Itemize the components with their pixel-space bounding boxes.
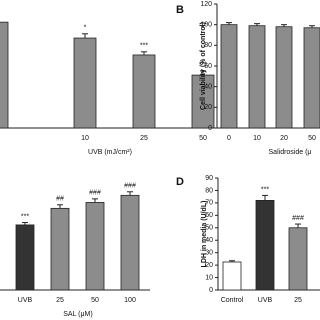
annotation: *** bbox=[21, 213, 29, 220]
y-tick-label: 120 bbox=[200, 1, 212, 8]
y-tick-label: 60 bbox=[205, 212, 213, 219]
x-axis-label: Salidroside (μ bbox=[269, 149, 312, 156]
y-tick-label: 0 bbox=[209, 287, 213, 294]
y-tick-label: 40 bbox=[204, 84, 212, 91]
y-tick-label: 20 bbox=[204, 104, 212, 111]
panel-label: B bbox=[176, 4, 184, 16]
y-axis-label: LDH in media (U/dL) bbox=[201, 201, 208, 268]
annotation: *** bbox=[261, 186, 269, 193]
bar bbox=[303, 27, 320, 129]
bar bbox=[15, 224, 35, 291]
x-tick-label: 25 bbox=[56, 297, 64, 304]
y-tick-label: 100 bbox=[200, 22, 212, 29]
x-axis-label: SAL (μM) bbox=[63, 311, 92, 318]
x-tick-label: 10 bbox=[253, 135, 261, 142]
y-tick-label: 10 bbox=[205, 274, 213, 281]
x-tick-label: 25 bbox=[294, 297, 302, 304]
bar bbox=[132, 54, 156, 129]
annotation: *** bbox=[140, 43, 148, 50]
annotation: * bbox=[84, 25, 87, 32]
y-tick-label: 80 bbox=[204, 42, 212, 49]
x-tick-label: UVB bbox=[18, 297, 33, 304]
annotation: ### bbox=[89, 190, 101, 197]
bar bbox=[222, 261, 242, 291]
annotation: ### bbox=[124, 183, 136, 190]
x-tick-label: Control bbox=[221, 297, 244, 304]
x-tick-label: 100 bbox=[124, 297, 136, 304]
y-tick-label: 30 bbox=[205, 250, 213, 257]
x-tick-label: 25 bbox=[140, 135, 148, 142]
bar bbox=[220, 24, 238, 129]
bar bbox=[73, 37, 97, 129]
annotation: ### bbox=[292, 215, 304, 222]
x-tick-label: 20 bbox=[280, 135, 288, 142]
x-tick-label: 50 bbox=[199, 135, 207, 142]
y-tick-label: 50 bbox=[205, 225, 213, 232]
y-tick-label: 40 bbox=[205, 237, 213, 244]
bar bbox=[275, 26, 293, 129]
bar bbox=[288, 227, 308, 291]
bar bbox=[255, 199, 275, 291]
bar bbox=[248, 25, 266, 129]
x-tick-label: 50 bbox=[91, 297, 99, 304]
bar bbox=[50, 207, 70, 291]
bar bbox=[85, 202, 105, 291]
x-tick-label: UVB bbox=[258, 297, 273, 304]
y-tick-label: 90 bbox=[205, 175, 213, 182]
y-axis-label: Cell viability (% of control) bbox=[200, 22, 207, 110]
y-tick-label: 80 bbox=[205, 187, 213, 194]
annotation: *** bbox=[199, 62, 207, 69]
y-tick-label: 20 bbox=[205, 262, 213, 269]
bar bbox=[120, 194, 140, 291]
y-tick-label: 0 bbox=[208, 125, 212, 132]
x-tick-label: 50 bbox=[308, 135, 316, 142]
bar bbox=[0, 21, 9, 129]
x-axis-label: UVB (mJ/cm²) bbox=[88, 149, 132, 156]
panel-label: D bbox=[176, 176, 184, 188]
y-tick-label: 70 bbox=[205, 200, 213, 207]
y-tick-label: 60 bbox=[204, 63, 212, 70]
x-tick-label: 10 bbox=[81, 135, 89, 142]
x-tick-label: 0 bbox=[227, 135, 231, 142]
annotation: ## bbox=[56, 196, 64, 203]
